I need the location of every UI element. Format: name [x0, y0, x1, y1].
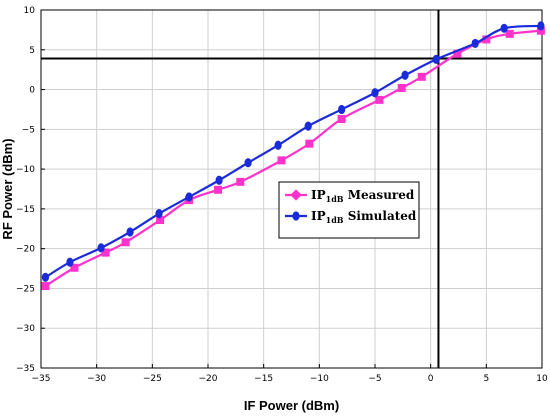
data-point-circle	[537, 21, 545, 31]
y-tick-label: −35	[16, 364, 35, 374]
series-simulated	[41, 21, 545, 282]
x-tick-label: −25	[143, 374, 162, 384]
data-point-circle	[244, 158, 252, 168]
data-point-circle	[274, 140, 282, 150]
data-point-square	[156, 216, 165, 225]
y-tick-label: −15	[16, 205, 35, 215]
data-point-square	[482, 35, 491, 44]
data-point-square	[375, 95, 384, 104]
data-point-circle	[185, 192, 193, 202]
y-tick-label: −25	[16, 284, 35, 294]
legend-swatch-marker	[292, 211, 300, 221]
data-point-square	[277, 156, 286, 165]
data-point-circle	[401, 70, 409, 80]
legend-item: IP1dB Simulated	[285, 209, 417, 225]
series-line	[44, 29, 541, 287]
x-tick-label: −35	[32, 374, 51, 384]
y-tick-label: 5	[29, 46, 35, 56]
data-point-square	[397, 83, 406, 92]
legend-swatch-marker	[290, 189, 302, 201]
y-axis-title: RF Power (dBm)	[0, 138, 15, 239]
data-point-square	[70, 263, 79, 272]
x-tick-label: 0	[428, 374, 434, 384]
series-line	[44, 24, 541, 279]
series-measured	[41, 26, 545, 291]
data-point-square	[536, 26, 545, 35]
x-tick-label: 10	[536, 374, 548, 384]
y-tick-label: 0	[29, 86, 35, 96]
y-tick-label: −20	[16, 245, 35, 255]
data-point-square	[41, 282, 50, 291]
series-layer	[41, 21, 545, 291]
axis-ticks: −35 −30 −25 −20 −15 −10 −5 0 5 10 10 5 0 −5 −10 −15 −20 −…	[16, 6, 548, 384]
legend-box	[278, 181, 420, 239]
reference-lines	[41, 10, 542, 368]
x-tick-label: 5	[483, 374, 489, 384]
data-point-square	[101, 248, 110, 257]
y-tick-label: −10	[16, 165, 35, 175]
data-point-circle	[215, 175, 223, 185]
data-point-circle	[155, 209, 163, 219]
plot-frame	[40, 9, 543, 369]
data-point-square	[236, 177, 245, 186]
data-point-circle	[304, 121, 312, 131]
data-point-square	[505, 29, 514, 38]
x-axis-title: IF Power (dBm)	[244, 398, 339, 413]
x-tick-label: −15	[254, 374, 273, 384]
x-tick-label: −20	[199, 374, 218, 384]
y-tick-label: 10	[24, 6, 36, 16]
y-tick-label: −5	[22, 125, 35, 135]
x-tick-label: −5	[368, 374, 381, 384]
data-point-square	[453, 49, 462, 58]
x-tick-label: −30	[87, 374, 106, 384]
data-point-square	[305, 139, 314, 148]
data-point-circle	[432, 54, 440, 64]
legend-item: IP1dB Measured	[285, 188, 415, 204]
data-point-circle	[41, 272, 50, 282]
data-point-circle	[371, 88, 379, 98]
legend-label: IP1dB Simulated	[311, 209, 417, 225]
data-point-square	[121, 238, 130, 247]
x-tick-label: −10	[310, 374, 329, 384]
data-point-circle	[126, 227, 134, 237]
data-point-circle	[471, 38, 479, 49]
data-point-square	[214, 185, 223, 194]
data-point-circle	[97, 243, 105, 253]
data-point-circle	[66, 257, 74, 267]
legend-label: IP1dB Measured	[311, 188, 415, 204]
data-point-square	[337, 114, 346, 123]
data-point-circle	[338, 104, 346, 115]
data-point-circle	[500, 23, 508, 33]
data-point-square	[417, 72, 426, 81]
legend: IP1dB Measured IP1dB Simulated	[278, 181, 420, 239]
y-tick-label: −30	[16, 324, 35, 334]
